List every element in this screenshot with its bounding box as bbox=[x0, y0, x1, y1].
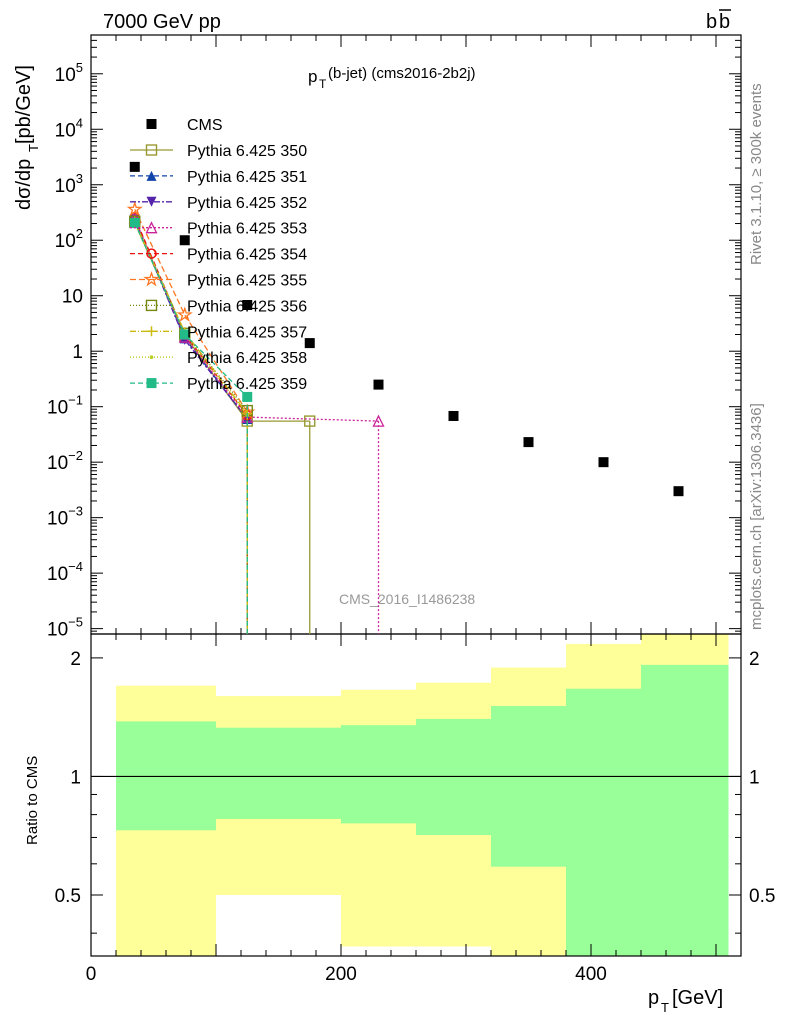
y-tick-label: 10−5 bbox=[47, 615, 83, 641]
mc-line bbox=[134, 209, 248, 413]
cms-point bbox=[448, 410, 459, 421]
y-tick-label: 103 bbox=[55, 171, 83, 197]
legend-label: Pythia 6.425 358 bbox=[187, 350, 307, 367]
legend-label: Pythia 6.425 352 bbox=[187, 195, 307, 212]
ratio-ylabel: Ratio to CMS bbox=[24, 756, 41, 845]
title-sub: T bbox=[319, 77, 327, 91]
mc-point bbox=[372, 414, 385, 427]
ratio-band-green bbox=[116, 721, 216, 831]
mc-point bbox=[126, 200, 143, 217]
mc-line bbox=[134, 218, 248, 420]
y-tick-label: 104 bbox=[55, 115, 83, 141]
cms-series bbox=[129, 161, 684, 497]
legend-label: Pythia 6.425 355 bbox=[187, 273, 307, 290]
ylabel-b: [pb/GeV] bbox=[13, 65, 35, 144]
mc-series-5 bbox=[126, 200, 256, 634]
mcplots-label: mcplots.cern.ch [arXiv:1306.3436] bbox=[748, 403, 765, 630]
mc-point bbox=[129, 217, 140, 228]
mc-line bbox=[134, 223, 248, 416]
ratio-band-green bbox=[341, 725, 416, 824]
cms-point bbox=[304, 338, 315, 349]
legend-marker bbox=[145, 221, 158, 234]
cms-point bbox=[598, 457, 609, 468]
mc-point bbox=[304, 415, 316, 427]
ratio-band-green bbox=[641, 664, 729, 956]
main-ylabel: dσ/dp T [pb/GeV] bbox=[13, 65, 41, 210]
header-energy-label: 7000 GeV pp bbox=[103, 11, 221, 33]
mc-point bbox=[242, 391, 253, 402]
y-tick-label: 10−1 bbox=[47, 393, 83, 419]
title-rest: (b-jet) (cms2016-2b2j) bbox=[328, 65, 476, 82]
legend-marker bbox=[146, 378, 157, 389]
legend-marker bbox=[146, 170, 157, 181]
cms-point bbox=[242, 300, 253, 311]
ratio-y-tick-label-right: 2 bbox=[749, 649, 760, 670]
x-tick-label: 400 bbox=[575, 964, 607, 985]
cms-point bbox=[129, 161, 140, 172]
y-tick-label: 10−4 bbox=[47, 559, 83, 585]
y-tick-label: 105 bbox=[55, 60, 83, 86]
analysis-watermark: CMS_2016_I1486238 bbox=[339, 591, 475, 607]
legend-marker-cms bbox=[146, 119, 157, 129]
legend: CMS Pythia 6.425 350 Pythia 6.425 351 Pythi… bbox=[130, 117, 307, 393]
plot-title: p T (b-jet) (cms2016-2b2j) bbox=[308, 65, 476, 91]
rivet-label: Rivet 3.1.10, ≥ 300k events bbox=[748, 83, 765, 265]
legend-marker bbox=[145, 144, 158, 156]
y-tick-label: 10 bbox=[62, 287, 83, 308]
x-axis-label: p T [GeV] bbox=[648, 987, 723, 1015]
y-tick-label: 1 bbox=[72, 342, 83, 363]
ratio-y-tick-label-right: 1 bbox=[749, 767, 760, 788]
mc-point bbox=[176, 306, 193, 322]
y-tick-label: 102 bbox=[55, 226, 83, 252]
legend-label: Pythia 6.425 351 bbox=[187, 169, 307, 186]
legend-label: Pythia 6.425 357 bbox=[187, 324, 307, 341]
legend-label: Pythia 6.425 359 bbox=[187, 376, 307, 393]
cms-point bbox=[673, 486, 684, 497]
ratio-y-tick-label-left: 0.5 bbox=[55, 886, 81, 907]
legend-label-cms: CMS bbox=[187, 117, 223, 134]
x-tick-label: 200 bbox=[325, 964, 357, 985]
mc-point bbox=[179, 329, 190, 340]
cms-point bbox=[179, 235, 190, 246]
cms-point bbox=[523, 437, 534, 448]
legend-marker bbox=[146, 248, 157, 259]
legend-marker bbox=[146, 196, 157, 207]
legend-label: Pythia 6.425 353 bbox=[187, 221, 307, 238]
y-tick-label: 10−2 bbox=[47, 448, 83, 474]
ylabel-sub: T bbox=[26, 144, 41, 152]
process-bbar: b bbox=[719, 11, 730, 33]
ratio-y-tick-label-left: 1 bbox=[70, 767, 81, 788]
legend-label: Pythia 6.425 356 bbox=[187, 298, 307, 315]
process-b: b bbox=[706, 11, 717, 33]
cms-point bbox=[373, 379, 384, 390]
header-process-label: b b bbox=[706, 9, 731, 33]
legend-marker bbox=[146, 326, 157, 337]
xlabel-sub: T bbox=[661, 1000, 669, 1015]
title-p: p bbox=[308, 67, 317, 86]
legend-marker bbox=[143, 270, 160, 287]
legend-marker bbox=[145, 299, 158, 312]
ratio-y-tick-label-left: 2 bbox=[70, 649, 81, 670]
ratio-band-green bbox=[216, 727, 341, 819]
legend-label: Pythia 6.425 350 bbox=[187, 143, 307, 160]
x-tick-label: 0 bbox=[86, 964, 97, 985]
ratio-band-green bbox=[491, 705, 566, 867]
legend-marker bbox=[149, 355, 154, 360]
legend-label: Pythia 6.425 354 bbox=[187, 247, 307, 264]
ylabel-a: dσ/dp bbox=[13, 159, 35, 210]
y-tick-label: 10−3 bbox=[47, 504, 83, 530]
xlabel-b: [GeV] bbox=[672, 987, 723, 1009]
mc-line bbox=[134, 220, 248, 412]
ratio-y-tick-label-right: 0.5 bbox=[749, 886, 775, 907]
mc-series-9 bbox=[129, 217, 253, 634]
xlabel-a: p bbox=[648, 987, 659, 1009]
ratio-band-green bbox=[566, 688, 641, 956]
